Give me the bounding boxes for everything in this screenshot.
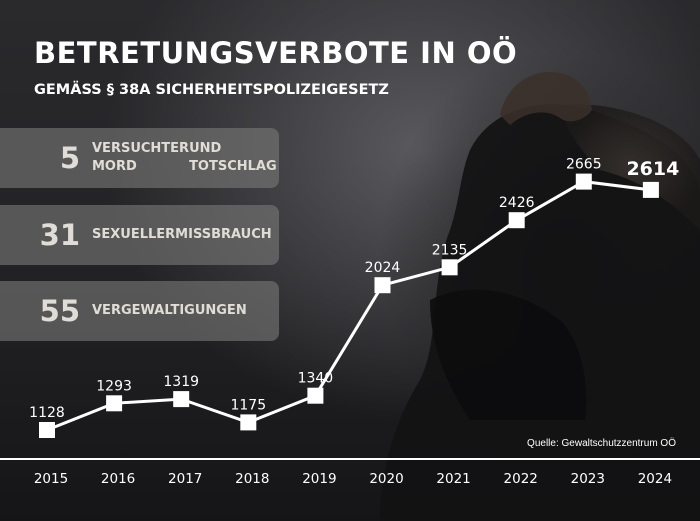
stat-label-line1: VERGEWALTIGUNGEN (92, 303, 247, 318)
x-tick-layer: 2015 2016 2017 2018 2019 2020 2021 2022 2023 2024 (34, 471, 672, 487)
data-point-2020 (374, 277, 391, 294)
stat-box-sexual-abuse: 31 SEXUELLER MISSBRAUCH (0, 205, 279, 265)
x-tick-label-2019: 2019 (302, 471, 336, 487)
stat-label: VERGEWALTIGUNGEN (92, 281, 272, 341)
x-tick-label-2017: 2017 (168, 471, 202, 487)
series-layer (39, 173, 659, 438)
value-label-2016: 1293 (96, 378, 132, 394)
value-label-2015: 1128 (29, 405, 65, 421)
stat-value: 5 (59, 141, 80, 175)
stat-box-attempted-murder: 5 VERSUCHTER MORD UND TOTSCHLAG (0, 128, 279, 188)
data-point-2016 (106, 395, 123, 412)
x-tick-label-2022: 2022 (504, 471, 538, 487)
x-tick-label-2024: 2024 (638, 471, 672, 487)
value-label-2023: 2665 (566, 157, 602, 173)
value-label-2021: 2135 (432, 242, 468, 258)
series-line (46, 180, 652, 432)
stat-label-line2: UND TOTSCHLAG (189, 141, 277, 174)
stat-label-line1: VERSUCHTER MORD (92, 141, 190, 174)
x-tick-label-2016: 2016 (101, 471, 135, 487)
data-point-2018 (240, 414, 257, 431)
data-point-2021 (441, 259, 458, 276)
stat-box-rapes: 55 VERGEWALTIGUNGEN (0, 281, 279, 341)
data-point-2024 (642, 181, 659, 198)
data-point-2023 (575, 173, 592, 190)
data-point-2022 (508, 212, 525, 229)
page-subtitle: GEMÄSS § 38A SICHERHEITSPOLIZEIGESETZ (34, 82, 389, 98)
x-tick-label-2015: 2015 (34, 471, 68, 487)
value-label-2020: 2024 (365, 260, 401, 276)
x-tick-label-2020: 2020 (369, 471, 403, 487)
x-tick-label-2023: 2023 (571, 471, 605, 487)
page-title: BETRETUNGSVERBOTE IN OÖ (34, 36, 518, 70)
value-label-2022: 2426 (499, 195, 535, 211)
stat-label-line2: MISSBRAUCH (175, 227, 272, 242)
value-label-2024: 2614 (626, 158, 679, 180)
stat-label-line1: SEXUELLER (92, 227, 176, 242)
stat-value: 31 (39, 218, 80, 252)
value-label-2018: 1175 (230, 397, 266, 413)
source-note: Quelle: Gewaltschutzzentrum OÖ (527, 438, 676, 449)
x-tick-label-2018: 2018 (235, 471, 269, 487)
data-point-2019 (307, 387, 324, 404)
value-label-layer: 1128 1293 1319 1175 1340 2024 2135 2426 2665 2614 (29, 157, 679, 421)
value-label-2017: 1319 (163, 374, 199, 390)
stat-label: VERSUCHTER MORD UND TOTSCHLAG (92, 128, 277, 188)
stat-value: 55 (39, 294, 80, 328)
data-point-2017 (173, 391, 190, 408)
x-tick-label-2021: 2021 (436, 471, 470, 487)
data-point-2015 (39, 422, 55, 438)
stat-label: SEXUELLER MISSBRAUCH (92, 205, 272, 265)
value-label-2019: 1340 (298, 371, 334, 387)
